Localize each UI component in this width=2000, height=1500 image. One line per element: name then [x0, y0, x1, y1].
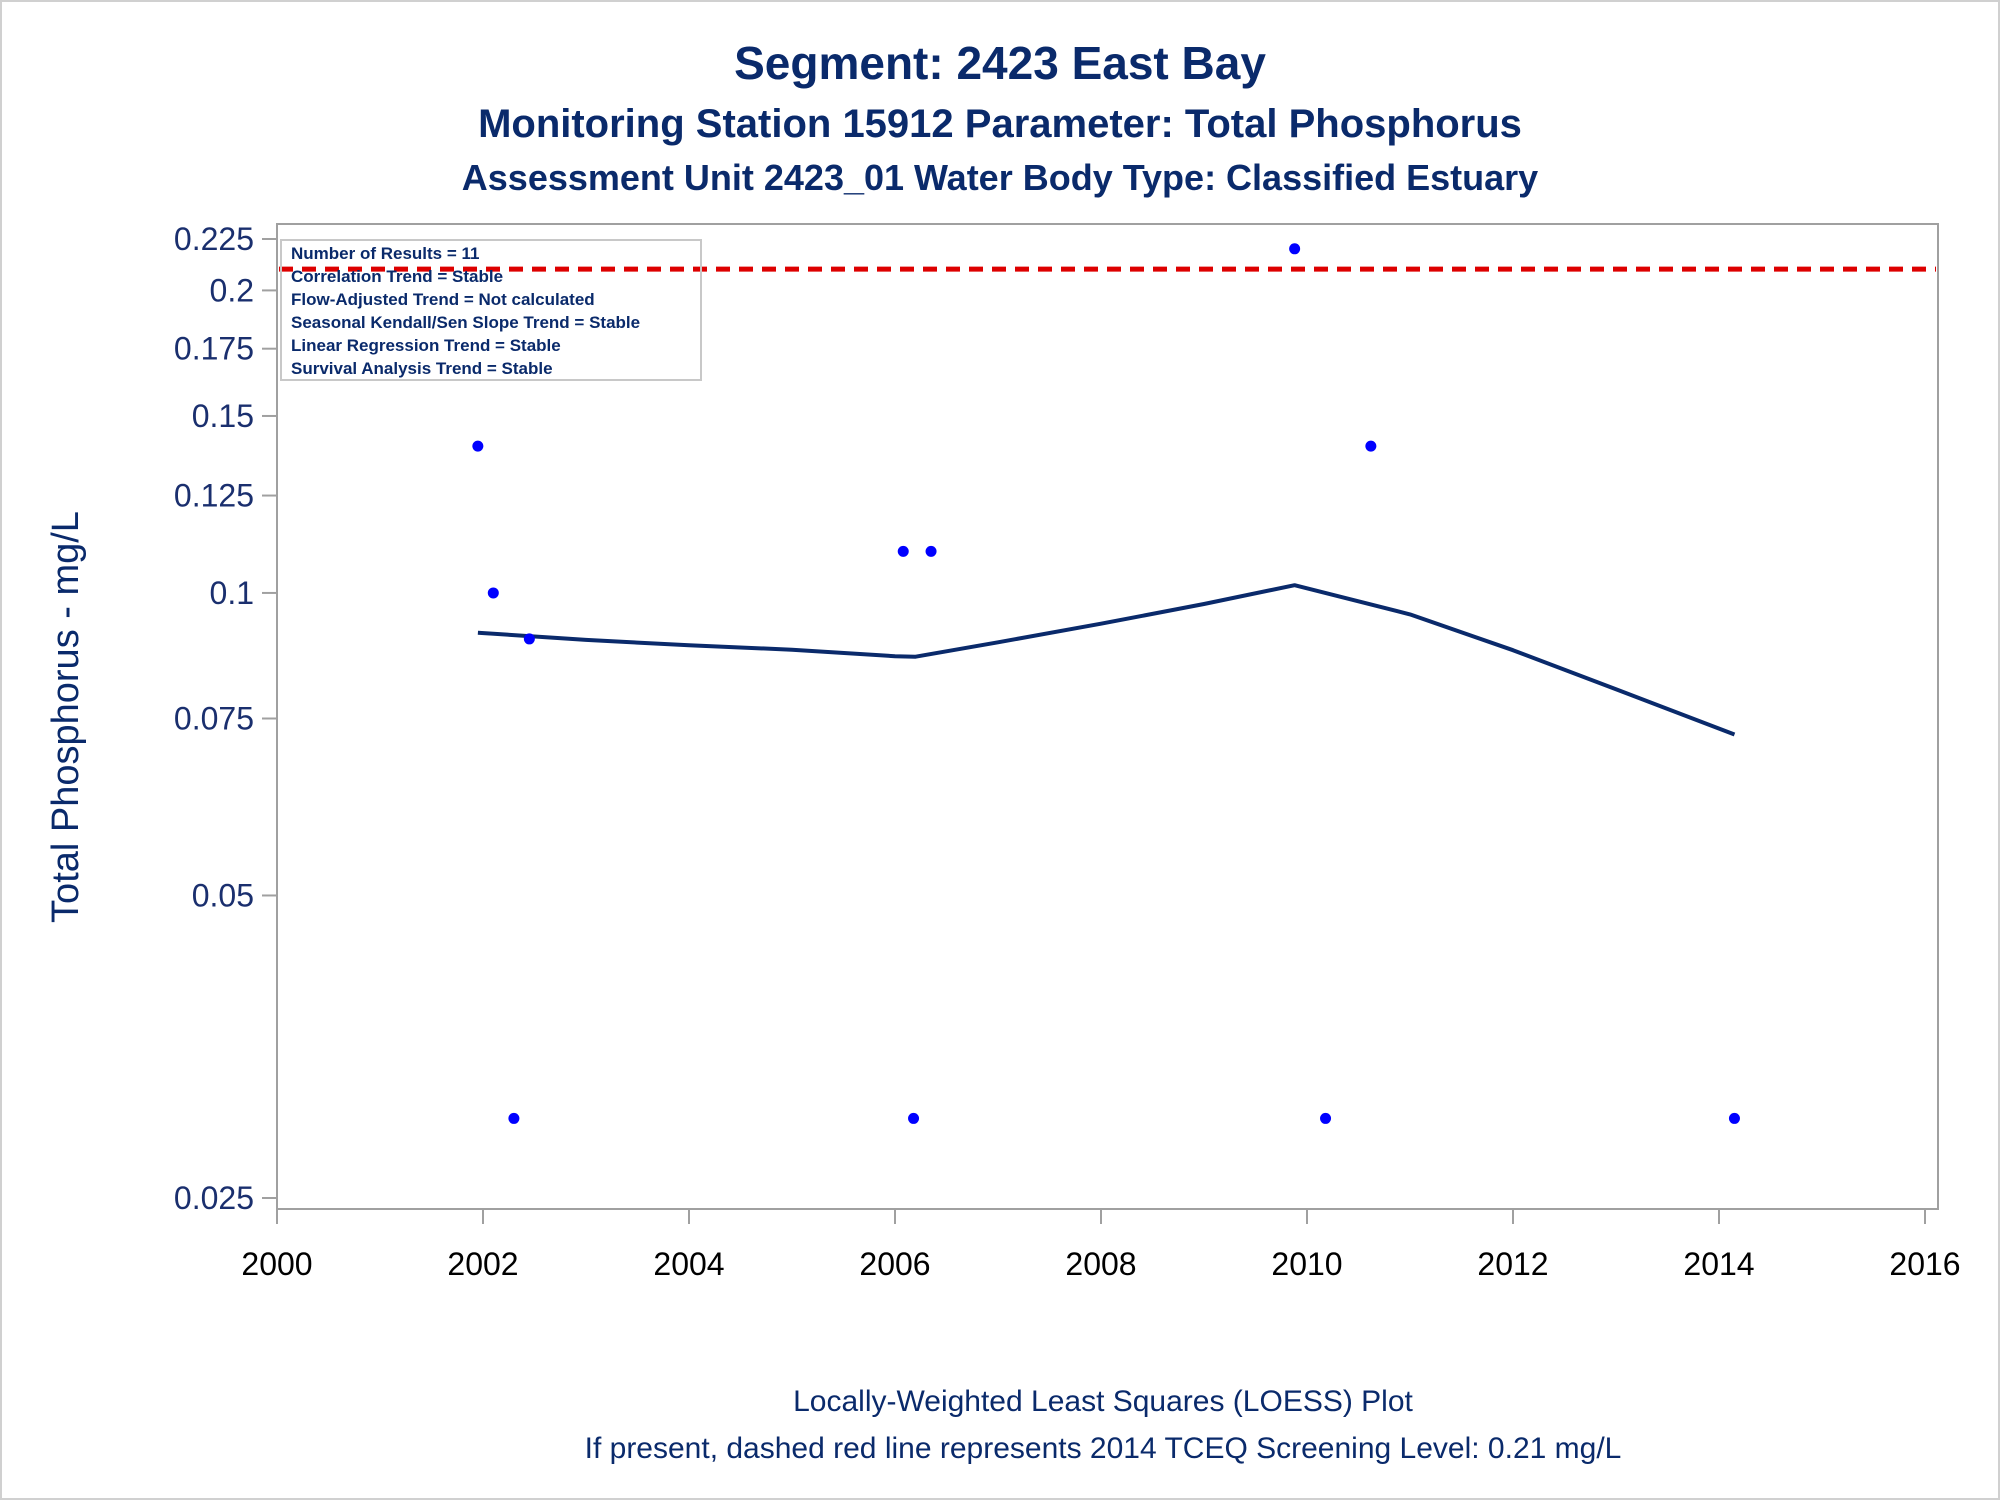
inset-line-3: Flow-Adjusted Trend = Not calculated	[291, 290, 595, 309]
trend-summary-inset: Number of Results = 11 Correlation Trend…	[280, 239, 702, 381]
inset-box	[280, 239, 702, 381]
data-point	[925, 545, 937, 557]
x-tick-label: 2008	[1065, 1246, 1136, 1282]
loess-curve	[477, 583, 1736, 737]
x-tick-label: 2006	[859, 1246, 930, 1282]
y-tick-label: 0.025	[174, 1180, 254, 1216]
data-point	[487, 587, 499, 599]
y-tick-label: 0.15	[192, 398, 254, 434]
x-tick-label: 2004	[653, 1246, 724, 1282]
data-point	[523, 633, 535, 645]
x-tick-label: 2012	[1477, 1246, 1548, 1282]
inset-line-6: Survival Analysis Trend = Stable	[291, 359, 553, 378]
inset-line-1: Number of Results = 11	[291, 244, 479, 263]
x-axis: 2000 2002 2004 2006 2008 2010 2012 2014 2016	[241, 1209, 1961, 1282]
y-tick-label: 0.2	[210, 272, 254, 308]
plot-area	[276, 223, 1939, 1210]
inset-line-5: Linear Regression Trend = Stable	[291, 336, 561, 355]
data-point	[1320, 1112, 1332, 1124]
y-axis-label: Total Phosphorus - mg/L	[45, 511, 87, 923]
data-point	[1289, 243, 1301, 255]
y-tick-label: 0.075	[174, 701, 254, 737]
chart-subtitle: Monitoring Station 15912 Parameter: Tota…	[478, 102, 1522, 146]
y-axis: 0.225 0.2 0.175 0.15 0.125 0.1 0.075 0.05 0.025	[174, 221, 277, 1216]
chart-title: Segment: 2423 East Bay	[734, 37, 1266, 89]
x-tick-label: 2000	[241, 1246, 312, 1282]
inset-line-2: Correlation Trend = Stable	[291, 267, 503, 286]
data-point	[1365, 440, 1377, 452]
y-tick-label: 0.125	[174, 478, 254, 514]
data-point	[897, 545, 909, 557]
data-point	[1728, 1112, 1740, 1124]
x-tick-label: 2016	[1889, 1246, 1960, 1282]
x-tick-label: 2014	[1683, 1246, 1754, 1282]
data-point	[908, 1112, 920, 1124]
data-point	[508, 1112, 520, 1124]
inset-line-4: Seasonal Kendall/Sen Slope Trend = Stabl…	[291, 313, 640, 332]
x-tick-label: 2010	[1271, 1246, 1342, 1282]
y-tick-label: 0.225	[174, 221, 254, 257]
chart-subtitle-2: Assessment Unit 2423_01 Water Body Type:…	[462, 157, 1538, 198]
y-tick-label: 0.05	[192, 877, 254, 913]
y-tick-label: 0.175	[174, 331, 254, 367]
footnote: Locally-Weighted Least Squares (LOESS) P…	[793, 1385, 1413, 1418]
footnote-2: If present, dashed red line represents 2…	[585, 1432, 1622, 1465]
y-tick-label: 0.1	[210, 575, 254, 611]
data-points	[472, 243, 1740, 1124]
data-point	[472, 440, 484, 452]
x-tick-label: 2002	[447, 1246, 518, 1282]
